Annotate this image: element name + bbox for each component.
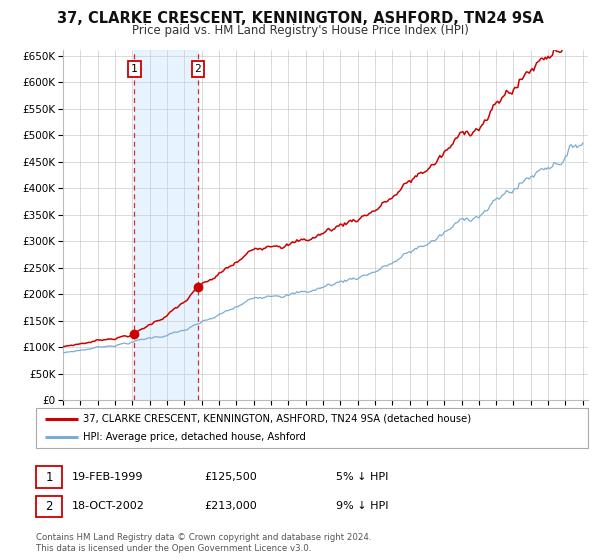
Text: 2: 2 — [46, 500, 53, 513]
Text: This data is licensed under the Open Government Licence v3.0.: This data is licensed under the Open Gov… — [36, 544, 311, 553]
Text: 5% ↓ HPI: 5% ↓ HPI — [336, 472, 388, 482]
Text: £213,000: £213,000 — [204, 501, 257, 511]
Text: 1: 1 — [131, 64, 138, 74]
Text: Contains HM Land Registry data © Crown copyright and database right 2024.: Contains HM Land Registry data © Crown c… — [36, 533, 371, 542]
Text: 1: 1 — [46, 470, 53, 484]
Text: 9% ↓ HPI: 9% ↓ HPI — [336, 501, 389, 511]
Text: 18-OCT-2002: 18-OCT-2002 — [72, 501, 145, 511]
Text: £125,500: £125,500 — [204, 472, 257, 482]
Text: 19-FEB-1999: 19-FEB-1999 — [72, 472, 143, 482]
Bar — [134, 50, 198, 400]
Text: 37, CLARKE CRESCENT, KENNINGTON, ASHFORD, TN24 9SA (detached house): 37, CLARKE CRESCENT, KENNINGTON, ASHFORD… — [83, 414, 471, 423]
Text: 37, CLARKE CRESCENT, KENNINGTON, ASHFORD, TN24 9SA: 37, CLARKE CRESCENT, KENNINGTON, ASHFORD… — [56, 11, 544, 26]
Text: 2: 2 — [194, 64, 202, 74]
Text: Price paid vs. HM Land Registry's House Price Index (HPI): Price paid vs. HM Land Registry's House … — [131, 24, 469, 36]
Text: HPI: Average price, detached house, Ashford: HPI: Average price, detached house, Ashf… — [83, 432, 305, 442]
